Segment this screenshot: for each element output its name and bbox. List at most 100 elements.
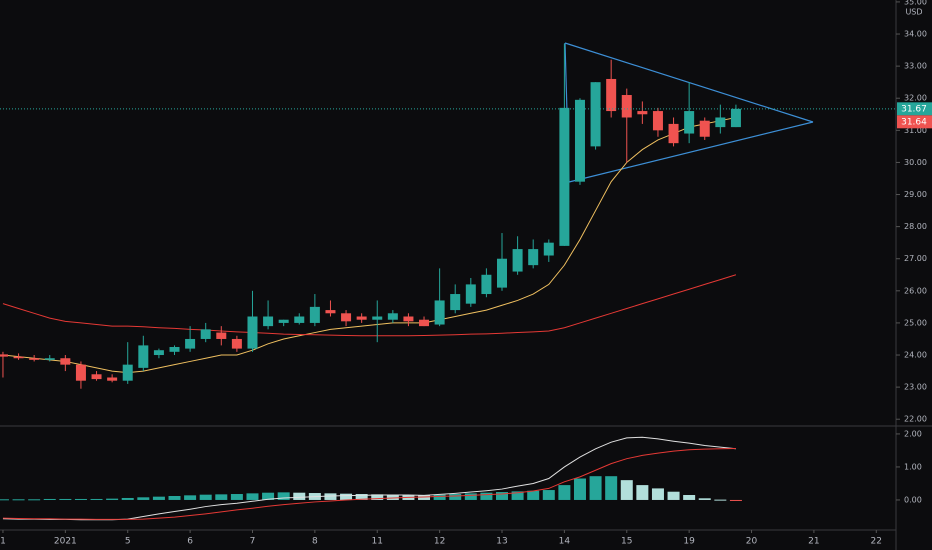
candle-body	[465, 284, 476, 304]
histogram-bar	[246, 493, 259, 500]
histogram-bar	[355, 494, 368, 500]
candle-body	[60, 358, 71, 365]
y-tick-label: 1.00	[904, 462, 922, 471]
candle-body	[231, 338, 242, 349]
macd-line	[2, 447, 736, 520]
histogram-bar	[199, 494, 212, 500]
y-tick-label: 33.00	[904, 62, 927, 71]
histogram-bar	[28, 499, 41, 501]
y-tick-label: 34.00	[904, 30, 927, 39]
histogram-bar	[0, 499, 9, 501]
candle-body	[247, 316, 258, 349]
histogram-bar	[464, 493, 477, 500]
y-tick-label: 32.00	[904, 94, 927, 103]
histogram-bar	[418, 495, 431, 500]
y-tick-label: 24.00	[904, 351, 927, 360]
histogram-bar	[184, 495, 197, 500]
histogram-bar	[262, 492, 275, 500]
histogram-bar	[152, 496, 165, 500]
price-label: 31.67	[901, 104, 927, 114]
histogram-bar	[698, 498, 711, 500]
histogram-bar	[121, 497, 134, 500]
x-tick-label: 19	[683, 537, 695, 547]
histogram-bar	[43, 498, 56, 500]
x-tick-label: 13	[496, 537, 507, 547]
candle-body	[107, 377, 118, 381]
price-label-box	[897, 115, 932, 129]
candle-body	[372, 316, 383, 320]
histogram-bar	[449, 494, 462, 500]
candle-body	[13, 356, 24, 359]
candle-body	[699, 120, 710, 137]
candle-body	[341, 313, 352, 322]
candle-body	[574, 99, 585, 182]
histogram-bar	[340, 493, 353, 500]
candle-body	[497, 258, 508, 288]
histogram-bar	[651, 488, 664, 500]
candle-body	[0, 354, 8, 357]
candle-body	[715, 117, 726, 128]
histogram-bar	[59, 498, 72, 500]
candle-body	[387, 313, 398, 320]
candle-body	[122, 364, 133, 381]
histogram-bar	[605, 476, 618, 500]
x-tick-label: 2021	[54, 537, 77, 547]
y-tick-label: 27.00	[904, 254, 927, 263]
candle-body	[185, 338, 196, 349]
candle-body	[153, 350, 164, 356]
candle-body	[294, 316, 305, 323]
histogram-bar	[324, 493, 337, 500]
histogram-bar	[433, 494, 446, 500]
histogram-bar	[683, 495, 696, 500]
histogram-bar	[90, 498, 103, 500]
candle-body	[403, 316, 414, 322]
candle-body	[730, 108, 741, 128]
histogram-bar	[168, 495, 181, 500]
candle-body	[528, 249, 539, 266]
x-tick-label: 12	[434, 537, 445, 547]
y-tick-label: 25.00	[904, 318, 927, 327]
moving-average	[2, 274, 737, 337]
y-tick-label: 35.00	[904, 0, 927, 6]
candle-body	[75, 364, 86, 381]
candle-body	[200, 329, 211, 339]
candle-body	[278, 319, 289, 323]
y-tick-label: 30.00	[904, 158, 927, 167]
histogram-bar	[480, 492, 493, 500]
candle-body	[684, 111, 695, 134]
histogram-bar	[106, 498, 119, 500]
histogram-bar	[74, 498, 87, 500]
candle-body	[138, 345, 149, 368]
histogram-bar	[511, 491, 524, 500]
candle-body	[637, 111, 648, 115]
candle-body	[652, 111, 663, 131]
candle-body	[481, 274, 492, 295]
histogram-bar	[620, 480, 633, 500]
histogram-bar	[386, 494, 399, 500]
currency: USD	[905, 8, 922, 17]
price-label: 31.64	[901, 117, 927, 127]
candle-body	[216, 332, 227, 339]
candle-body	[263, 316, 274, 327]
histogram-bar	[589, 476, 602, 500]
histogram-bar	[12, 499, 25, 501]
candle-body	[606, 78, 617, 112]
candle-body	[543, 242, 554, 256]
x-tick-label: 5	[125, 537, 131, 547]
candle-body	[559, 107, 570, 246]
x-tick-label: 1	[0, 537, 6, 547]
candle-body	[434, 300, 445, 325]
y-tick-label: 31.00	[904, 126, 927, 135]
histogram-bar	[277, 492, 290, 500]
histogram-bar	[215, 494, 228, 500]
candle-body	[668, 123, 679, 144]
x-tick-label: 8	[312, 537, 318, 547]
histogram-bar	[230, 494, 243, 500]
y-tick-label: 29.00	[904, 190, 927, 199]
candle-body	[29, 358, 40, 360]
candle-body	[621, 95, 632, 118]
candle-body	[325, 310, 336, 314]
price-label-box	[897, 102, 932, 116]
